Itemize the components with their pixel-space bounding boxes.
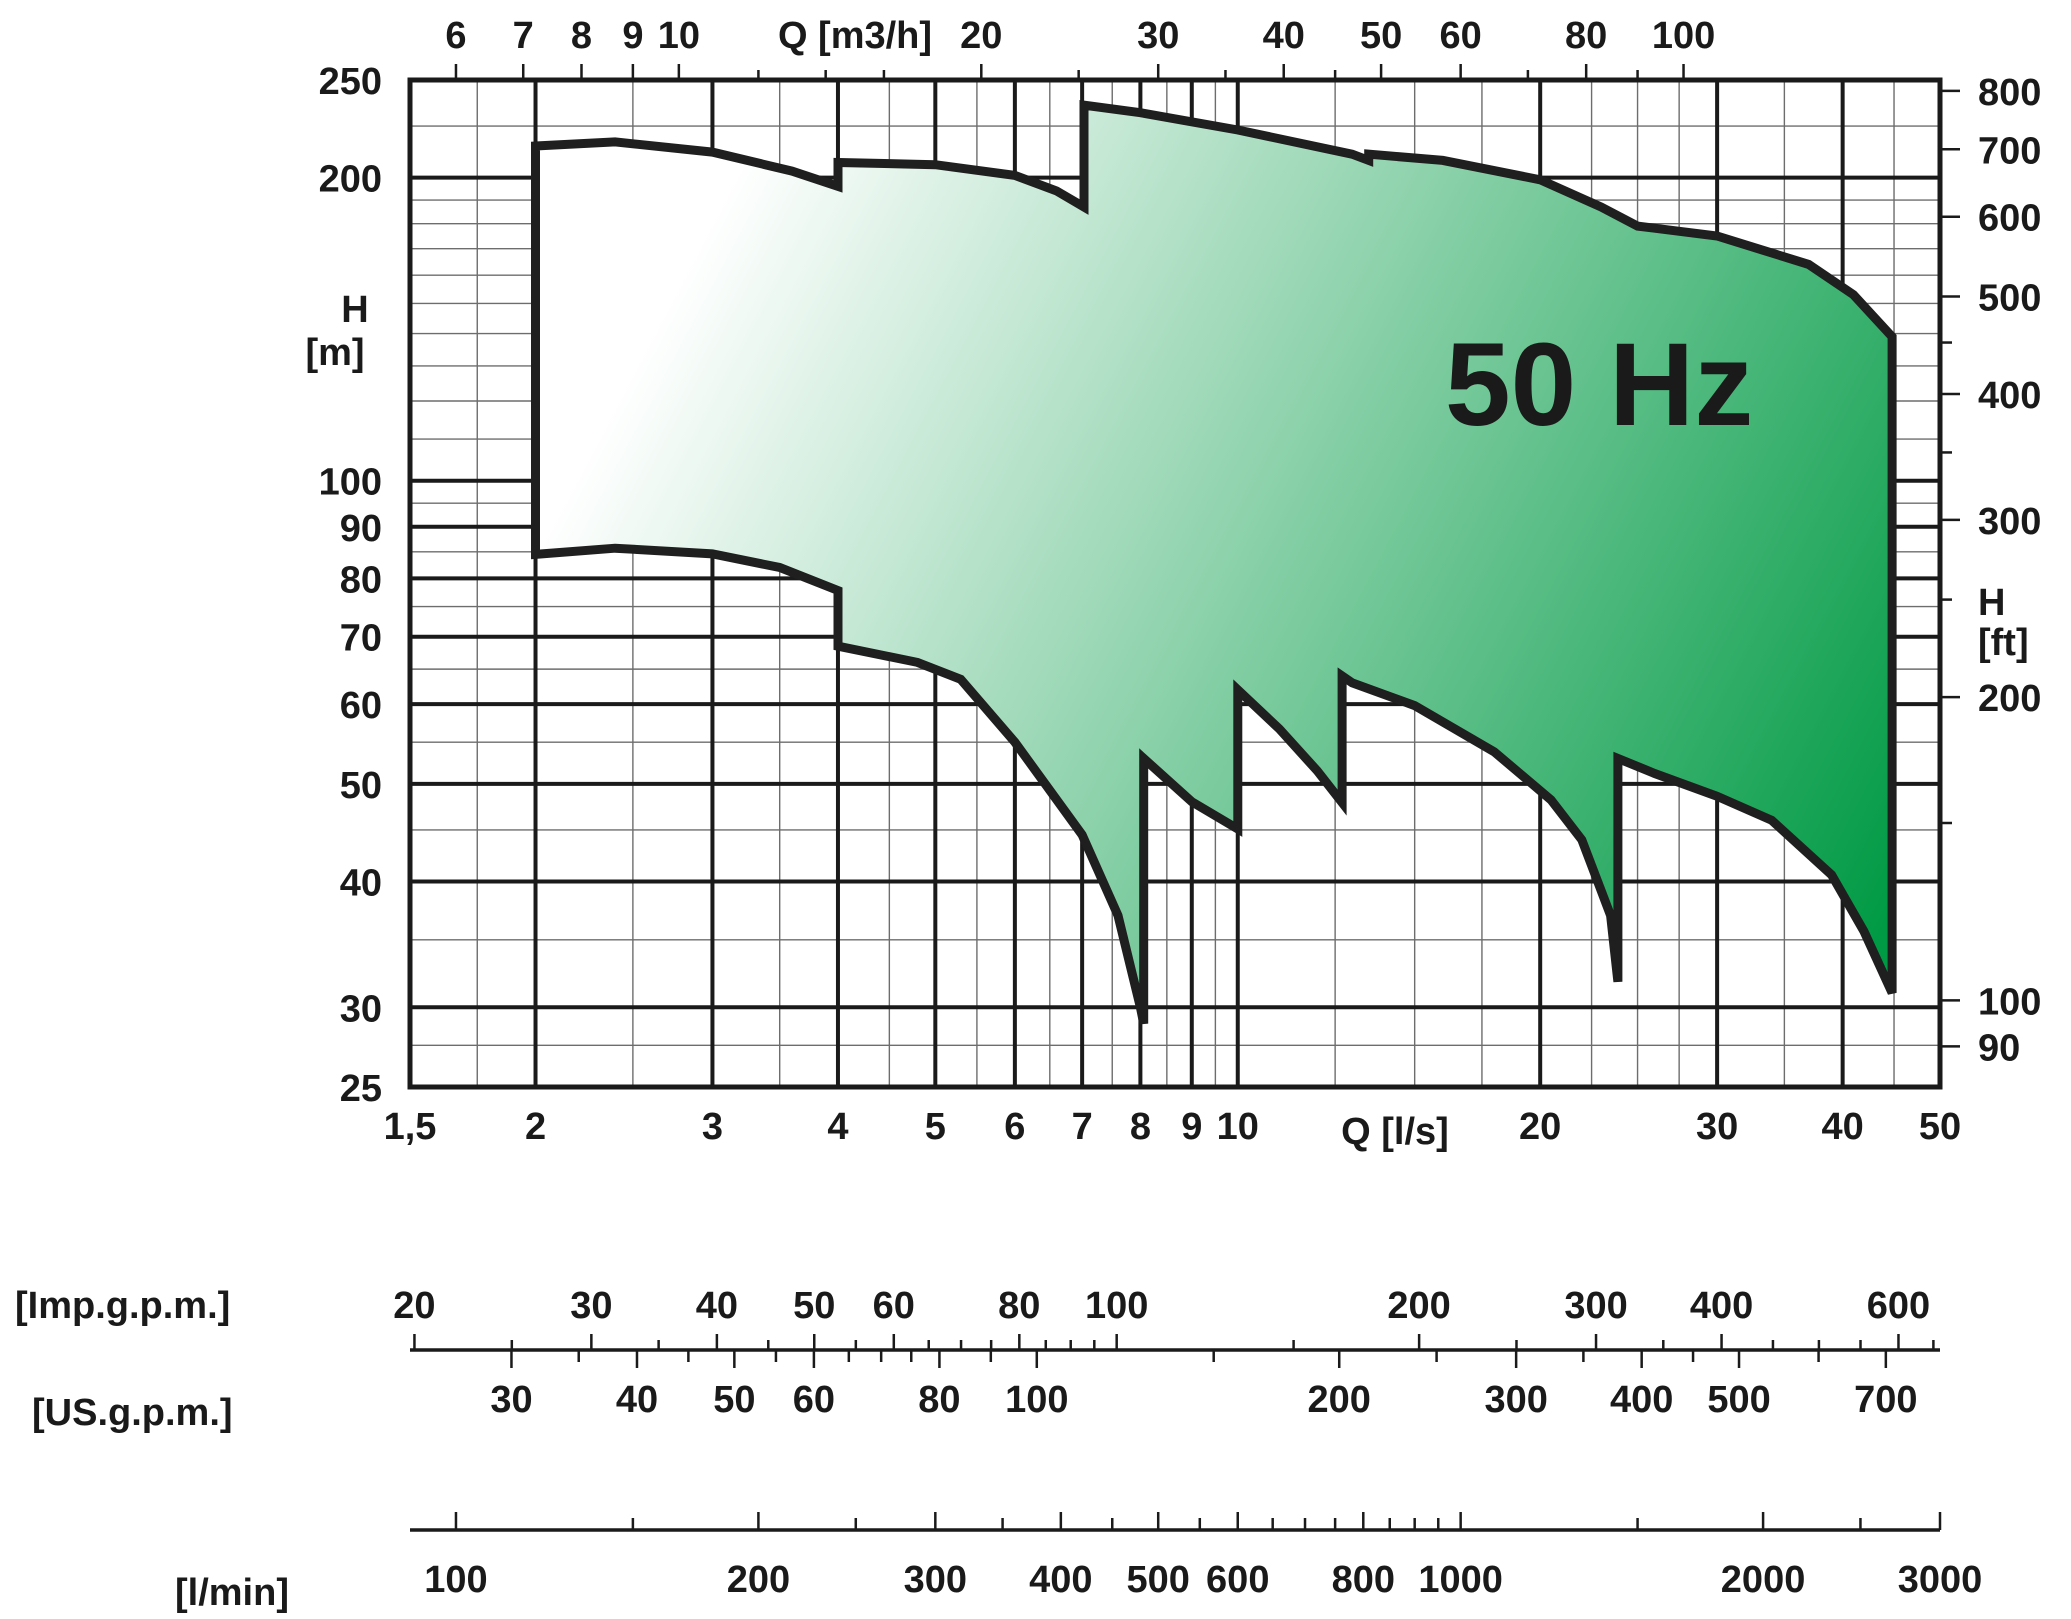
- y2-tick-label: 600: [1978, 198, 2041, 240]
- y-tick-label: 100: [319, 462, 382, 504]
- y-tick-label: 50: [340, 765, 382, 807]
- x-tick-label: 5: [925, 1106, 946, 1148]
- imp-gpm-tick-label: 200: [1387, 1285, 1450, 1327]
- lmin-tick-label: 300: [904, 1559, 967, 1601]
- x2-axis-title: Q [m3/h]: [778, 15, 932, 57]
- y-tick-label: 200: [319, 159, 382, 201]
- x2-tick-label: 10: [658, 15, 700, 57]
- us-gpm-tick-label: 400: [1610, 1379, 1673, 1421]
- y2-tick-label: 90: [1978, 1027, 2020, 1069]
- y-axis-title: H: [341, 289, 368, 331]
- imp-gpm-tick-label: 40: [696, 1285, 738, 1327]
- x-tick-label: 9: [1181, 1106, 1202, 1148]
- us-gpm-tick-label: 60: [793, 1379, 835, 1421]
- lmin-tick-label: 1000: [1418, 1559, 1503, 1601]
- x-tick-label: 50: [1919, 1106, 1961, 1148]
- us-gpm-tick-label: 40: [616, 1379, 658, 1421]
- y-tick-label: 40: [340, 862, 382, 904]
- imp-gpm-tick-label: 60: [873, 1285, 915, 1327]
- x-tick-label: 4: [827, 1106, 848, 1148]
- plot-frame: [407, 77, 1943, 1090]
- x-tick-label: 6: [1004, 1106, 1025, 1148]
- lmin-scale-title: [l/min]: [175, 1572, 289, 1614]
- imp-gpm-tick-label: 400: [1690, 1285, 1753, 1327]
- y2-tick-label: 400: [1978, 375, 2041, 417]
- us-gpm-tick-label: 500: [1707, 1379, 1770, 1421]
- y-tick-label: 250: [319, 61, 382, 103]
- x-tick-label: 1,5: [384, 1106, 437, 1148]
- imp-gpm-tick-label: 80: [998, 1285, 1040, 1327]
- lmin-tick-label: 3000: [1898, 1559, 1983, 1601]
- x2-tick-label: 100: [1652, 15, 1715, 57]
- y-tick-label: 25: [340, 1068, 382, 1110]
- x2-tick-label: 60: [1440, 15, 1482, 57]
- imp-gpm-tick-label: 100: [1085, 1285, 1148, 1327]
- x2-tick-label: 40: [1263, 15, 1305, 57]
- x-tick-label: 8: [1130, 1106, 1151, 1148]
- flow-conversion-scales: 20 30 40 50 60 80 100 200 300 400 600 [Imp.g.p.m.] 3…: [15, 1285, 1982, 1614]
- lmin-tick-label: 200: [727, 1559, 790, 1601]
- y-tick-label: 70: [340, 618, 382, 660]
- imp-gpm-tick-label: 20: [393, 1285, 435, 1327]
- x-axis-title: Q [l/s]: [1341, 1111, 1449, 1153]
- lmin-tick-label: 600: [1206, 1559, 1269, 1601]
- us-gpm-tick-label: 30: [490, 1379, 532, 1421]
- y2-tick-label: 200: [1978, 678, 2041, 720]
- x-tick-label: 30: [1696, 1106, 1738, 1148]
- performance-range-area: [531, 100, 1897, 1025]
- x-tick-label: 2: [525, 1106, 546, 1148]
- us-gpm-tick-label: 80: [918, 1379, 960, 1421]
- x2-tick-label: 9: [622, 15, 643, 57]
- lmin-tick-label: 100: [424, 1559, 487, 1601]
- imp-gpm-tick-label: 50: [793, 1285, 835, 1327]
- y2-tick-label: 300: [1978, 501, 2041, 543]
- x2-tick-label: 6: [445, 15, 466, 57]
- y2-axis-title: H: [1978, 582, 2005, 624]
- x-tick-label: 7: [1072, 1106, 1093, 1148]
- chart-axes: 1,5 2 3 4 5 6 7 8 9 10 20 30 40 50Q [l/s]6 7 8 9 10 20 30 40…: [305, 15, 2041, 1153]
- imp-gpm-tick-label: 300: [1564, 1285, 1627, 1327]
- y2-tick-label: 700: [1978, 130, 2041, 172]
- lmin-tick-label: 500: [1127, 1559, 1190, 1601]
- imp-gpm-tick-label: 600: [1867, 1285, 1930, 1327]
- x2-tick-label: 7: [513, 15, 534, 57]
- x2-tick-label: 50: [1360, 15, 1402, 57]
- frequency-label: 50 Hz: [1445, 319, 1753, 451]
- us-gpm-scale-title: [US.g.p.m.]: [32, 1392, 233, 1434]
- x-tick-label: 10: [1217, 1106, 1259, 1148]
- y-tick-label: 80: [340, 559, 382, 601]
- y-axis-unit: [m]: [305, 332, 364, 374]
- y-tick-label: 60: [340, 685, 382, 727]
- imp-gpm-scale-title: [Imp.g.p.m.]: [15, 1285, 230, 1327]
- x2-tick-label: 8: [571, 15, 592, 57]
- x2-tick-label: 80: [1565, 15, 1607, 57]
- y2-tick-label: 800: [1978, 72, 2041, 114]
- y-tick-label: 90: [340, 508, 382, 550]
- imp-gpm-tick-label: 30: [570, 1285, 612, 1327]
- lmin-tick-label: 800: [1332, 1559, 1395, 1601]
- lmin-tick-label: 400: [1029, 1559, 1092, 1601]
- x2-tick-label: 30: [1137, 15, 1179, 57]
- y-tick-label: 30: [340, 988, 382, 1030]
- x-tick-label: 3: [702, 1106, 723, 1148]
- us-gpm-tick-label: 300: [1484, 1379, 1547, 1421]
- x2-tick-label: 20: [960, 15, 1002, 57]
- us-gpm-tick-label: 100: [1005, 1379, 1068, 1421]
- lmin-tick-label: 2000: [1721, 1559, 1806, 1601]
- x-tick-label: 20: [1519, 1106, 1561, 1148]
- y2-axis-unit: [ft]: [1978, 622, 2029, 664]
- x-tick-label: 40: [1821, 1106, 1863, 1148]
- y2-tick-label: 100: [1978, 981, 2041, 1023]
- us-gpm-tick-label: 700: [1854, 1379, 1917, 1421]
- us-gpm-tick-label: 50: [713, 1379, 755, 1421]
- us-gpm-tick-label: 200: [1308, 1379, 1371, 1421]
- y2-tick-label: 500: [1978, 277, 2041, 319]
